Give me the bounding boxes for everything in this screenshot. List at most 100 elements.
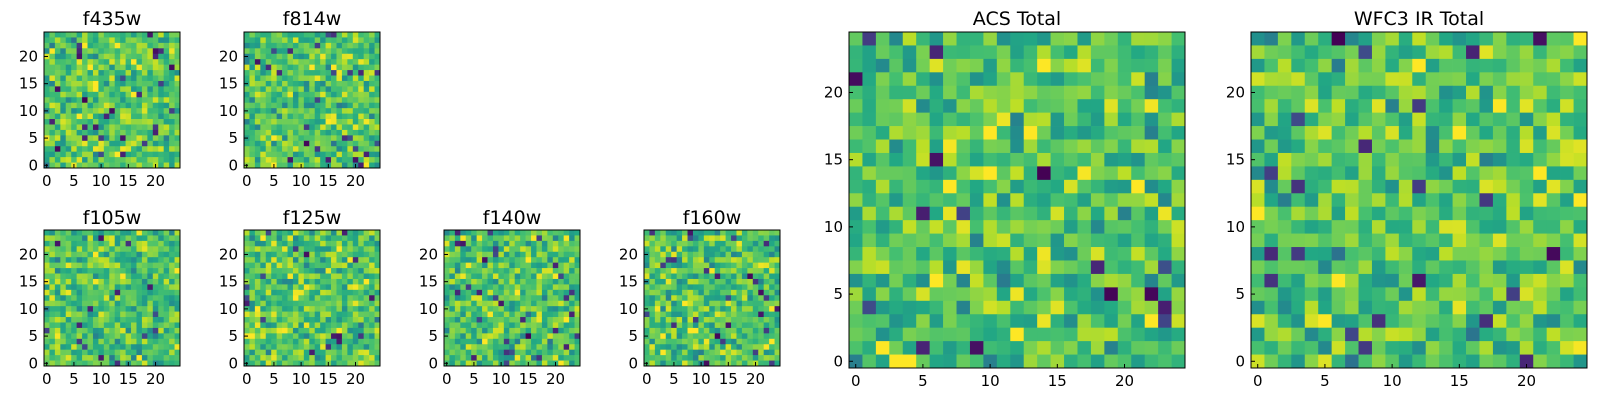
heatmap-cell (320, 268, 326, 274)
heatmap-cell (158, 86, 165, 93)
heatmap-cell (314, 349, 321, 356)
heatmap-cell (352, 97, 359, 104)
heatmap-cell (1318, 45, 1332, 60)
heatmap-cell (514, 278, 521, 285)
heatmap-cell (552, 246, 559, 253)
heatmap-cell (929, 72, 944, 87)
heatmap-cell (687, 306, 694, 312)
heatmap-cell (363, 235, 370, 242)
heatmap-cell (1023, 58, 1038, 73)
heatmap-cell (498, 262, 505, 269)
heatmap-cell (1425, 139, 1440, 154)
heatmap-cell (875, 45, 890, 60)
heatmap-cell (158, 289, 165, 296)
heatmap-cell (769, 284, 775, 291)
heatmap-cell (287, 344, 294, 351)
heatmap-cell (71, 151, 77, 158)
heatmap-cell (103, 80, 110, 87)
heatmap-cell (49, 295, 56, 302)
heatmap-cell (147, 146, 154, 153)
heatmap-cell (336, 146, 343, 153)
heatmap-cell (1077, 58, 1092, 73)
heatmap-cell (125, 289, 132, 296)
heatmap-cell (358, 257, 365, 263)
heatmap-cell (336, 257, 343, 263)
heatmap-cell (141, 262, 148, 269)
heatmap-cell (109, 289, 116, 296)
heatmap-cell (82, 289, 88, 296)
heatmap-cell (358, 59, 365, 65)
heatmap-cell (147, 327, 154, 334)
heatmap-cell (552, 322, 559, 329)
heatmap-cell (174, 108, 181, 114)
heatmap-cell (1345, 85, 1359, 100)
heatmap-cell (1264, 45, 1279, 60)
heatmap-cell (44, 338, 50, 345)
heatmap-cell (352, 349, 359, 356)
heatmap-cell (298, 64, 305, 71)
heatmap-cell (736, 289, 743, 296)
heatmap-cell (174, 311, 181, 318)
heatmap-cell (487, 284, 494, 291)
heatmap-cell (1371, 166, 1386, 181)
heatmap-cell (875, 58, 890, 73)
heatmap-cell (276, 338, 283, 345)
heatmap-cell (671, 235, 677, 242)
heatmap-cell (929, 233, 944, 248)
heatmap-cell (298, 42, 305, 49)
heatmap-cell (265, 42, 272, 49)
heatmap-cell (292, 246, 299, 253)
heatmap-cell (736, 284, 743, 291)
heatmap-cell (309, 53, 316, 60)
heatmap-cell (558, 273, 565, 280)
heatmap-cell (60, 295, 67, 302)
heatmap-cell (71, 317, 77, 323)
heatmap-cell (492, 257, 499, 263)
heatmap-cell (325, 75, 332, 82)
heatmap-cell (341, 327, 348, 334)
heatmap-cell (1131, 287, 1146, 302)
heatmap-cell (983, 206, 998, 221)
heatmap-cell (136, 86, 143, 93)
heatmap-cell (76, 284, 83, 291)
heatmap-cell (163, 129, 170, 136)
heatmap-cell (120, 42, 126, 49)
heatmap-cell (1506, 126, 1521, 140)
heatmap-cell (902, 72, 917, 87)
y-tick-label: 20 (19, 245, 38, 263)
heatmap-cell (374, 119, 381, 125)
heatmap-cell (303, 151, 310, 158)
heatmap-cell (249, 355, 256, 361)
heatmap-cell (60, 135, 67, 142)
heatmap-cell (709, 317, 716, 323)
heatmap-cell (298, 129, 305, 136)
heatmap-cell (309, 135, 316, 142)
heatmap-cell (465, 327, 472, 334)
heatmap-cell (260, 80, 267, 87)
heatmap-cell (60, 48, 67, 55)
heatmap-cell (336, 311, 343, 318)
heatmap-cell (476, 289, 483, 296)
heatmap-cell (703, 317, 710, 323)
heatmap-cell (558, 327, 565, 334)
heatmap-cell (929, 126, 944, 140)
heatmap-cell (125, 75, 132, 82)
heatmap-cell (347, 59, 354, 65)
heatmap-cell (698, 240, 705, 247)
heatmap-cell (352, 240, 359, 247)
heatmap-cell (1385, 233, 1400, 248)
heatmap-cell (1318, 85, 1332, 100)
heatmap-cell (369, 273, 375, 280)
heatmap-cell (271, 317, 277, 323)
heatmap-cell (714, 246, 721, 253)
heatmap-cell (703, 306, 710, 312)
heatmap-cell (136, 257, 143, 263)
heatmap-cell (87, 108, 94, 114)
heatmap-cell (103, 70, 110, 76)
heatmap-cell (509, 295, 516, 302)
heatmap-cell (1519, 112, 1534, 127)
heatmap-cell (276, 230, 283, 236)
heatmap-cell (758, 289, 765, 296)
heatmap-cell (1277, 233, 1292, 248)
heatmap-cell (644, 273, 650, 280)
